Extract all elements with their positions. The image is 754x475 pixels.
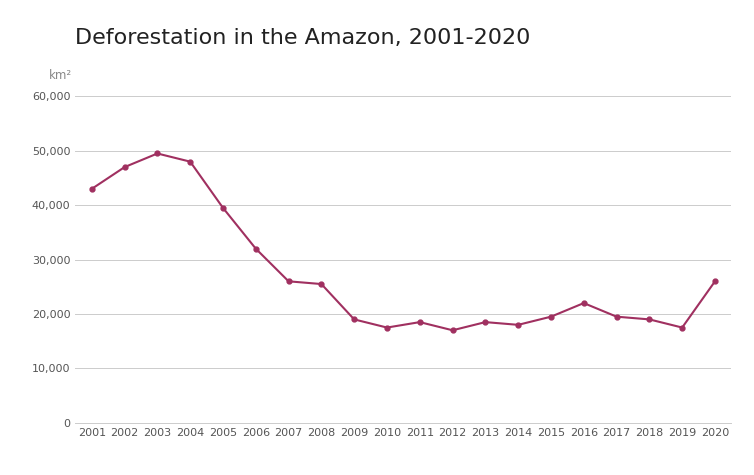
Text: km²: km² <box>49 69 72 82</box>
Text: Deforestation in the Amazon, 2001-2020: Deforestation in the Amazon, 2001-2020 <box>75 28 531 48</box>
